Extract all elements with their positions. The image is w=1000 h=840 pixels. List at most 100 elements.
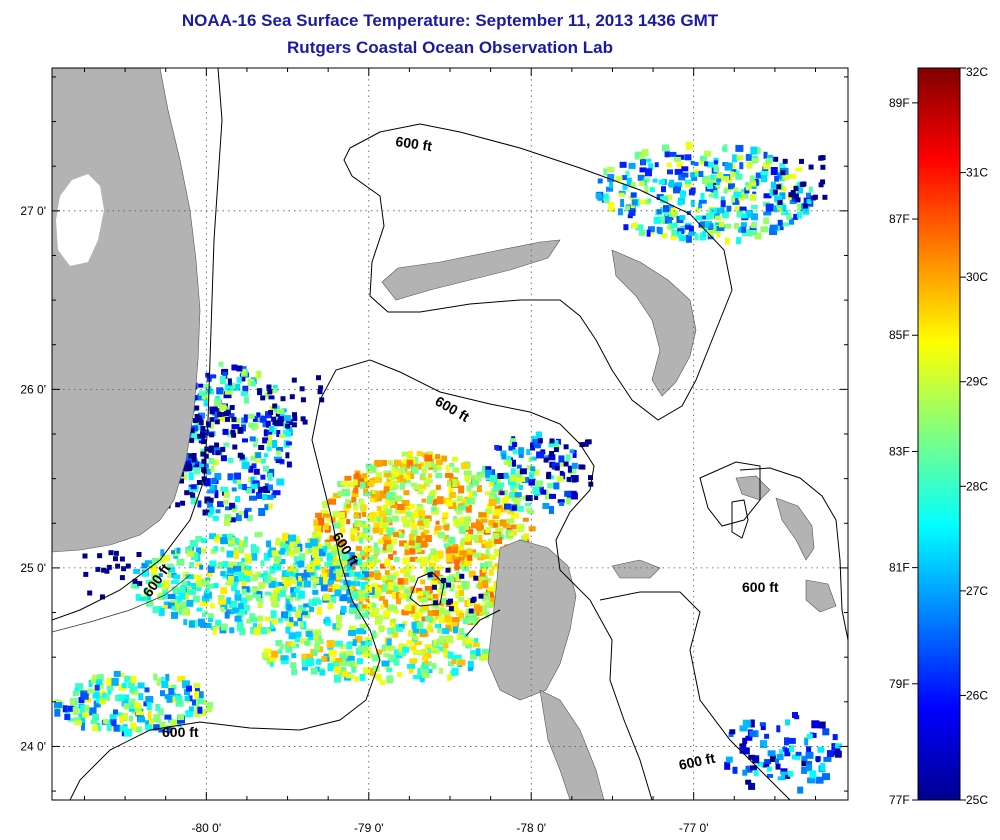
sst-pixel — [418, 510, 426, 517]
sst-pixel — [716, 178, 722, 183]
sst-pixel — [267, 627, 276, 632]
sst-pixel — [421, 467, 427, 474]
sst-pixel-cool — [200, 426, 206, 431]
sst-pixel — [521, 476, 530, 483]
sst-pixel — [413, 511, 420, 518]
sst-pixel — [257, 388, 262, 396]
sst-pixel — [242, 438, 248, 443]
sst-pixel-cool — [187, 463, 193, 469]
sst-pixel — [470, 490, 478, 497]
sst-pixel — [393, 657, 400, 666]
sst-pixel — [224, 518, 230, 527]
sst-pixel — [437, 565, 443, 571]
sst-pixel — [174, 603, 181, 612]
sst-pixel — [357, 573, 365, 579]
sst-pixel — [410, 611, 418, 618]
sst-pixel — [752, 755, 760, 764]
sst-pixel — [409, 645, 417, 651]
sst-pixel-cool — [292, 412, 297, 418]
sst-pixel — [724, 237, 730, 245]
sst-pixel-cool — [225, 416, 230, 422]
sst-pixel — [220, 623, 228, 631]
sst-pixel — [536, 451, 545, 459]
sst-pixel — [256, 412, 261, 418]
sst-pixel — [652, 178, 658, 183]
sst-pixel — [420, 579, 426, 585]
sst-pixel — [356, 628, 365, 635]
sst-pixel — [72, 706, 79, 715]
sst-pixel — [469, 482, 473, 488]
sst-pixel — [473, 552, 481, 558]
sst-pixel — [371, 490, 379, 495]
sst-pixel — [278, 648, 283, 654]
sst-pixel — [445, 553, 452, 562]
sst-pixel — [242, 542, 248, 547]
sst-pixel — [458, 659, 466, 666]
sst-pixel — [130, 722, 137, 731]
sst-pixel — [422, 556, 431, 563]
sst-pixel — [187, 550, 194, 557]
sst-pixel — [249, 495, 257, 501]
sst-pixel — [511, 505, 517, 511]
sst-pixel — [362, 511, 367, 517]
sst-pixel — [474, 475, 482, 482]
sst-pixel — [384, 516, 392, 523]
sst-pixel-cool — [285, 423, 291, 429]
sst-pixel — [266, 446, 272, 452]
sst-pixel — [241, 557, 249, 562]
sst-pixel — [507, 509, 515, 515]
sst-pixel — [367, 652, 373, 659]
sst-pixel — [311, 545, 319, 553]
sst-pixel — [281, 611, 288, 619]
sst-pixel — [427, 623, 433, 628]
sst-pixel — [129, 715, 133, 722]
sst-pixel — [210, 466, 215, 472]
sst-pixel — [353, 502, 357, 506]
sst-pixel — [332, 511, 339, 518]
sst-pixel — [295, 631, 302, 638]
sst-pixel — [276, 430, 281, 437]
sst-pixel — [337, 512, 345, 519]
sst-pixel — [93, 700, 101, 708]
sst-pixel — [735, 170, 740, 176]
sst-pixel — [263, 648, 272, 655]
sst-pixel — [224, 383, 233, 391]
sst-pixel — [294, 636, 300, 643]
sst-pixel-cool — [113, 550, 119, 556]
sst-pixel — [177, 721, 182, 727]
sst-pixel — [444, 472, 453, 478]
sst-pixel — [324, 616, 330, 623]
sst-pixel — [463, 470, 472, 476]
sst-pixel — [664, 194, 673, 200]
sst-pixel — [371, 607, 379, 616]
sst-pixel — [321, 655, 328, 662]
sst-pixel — [241, 580, 247, 587]
land-andros — [487, 539, 577, 701]
sst-pixel — [125, 676, 134, 681]
sst-pixel — [92, 725, 99, 732]
sst-pixel — [238, 572, 245, 580]
sst-pixel — [559, 502, 565, 506]
sst-pixel — [455, 482, 460, 487]
sst-pixel — [791, 754, 796, 760]
sst-pixel — [340, 519, 346, 524]
sst-pixel — [376, 559, 381, 564]
sst-pixel — [424, 522, 430, 529]
sst-pixel — [569, 449, 575, 454]
sst-pixel — [781, 222, 790, 227]
sst-pixel — [395, 585, 404, 592]
sst-pixel — [432, 593, 439, 602]
sst-pixel — [276, 409, 284, 414]
sst-pixel — [281, 586, 288, 591]
sst-pixel — [405, 595, 413, 602]
sst-pixel — [208, 617, 213, 622]
sst-pixel — [670, 207, 676, 214]
sst-pixel — [433, 649, 440, 655]
sst-pixel — [333, 522, 340, 529]
sst-pixel — [253, 437, 259, 443]
sst-pixel — [458, 636, 464, 640]
sst-pixel — [427, 669, 433, 674]
sst-pixel — [268, 484, 273, 491]
sst-pixel — [109, 714, 117, 721]
sst-pixel — [328, 650, 337, 657]
